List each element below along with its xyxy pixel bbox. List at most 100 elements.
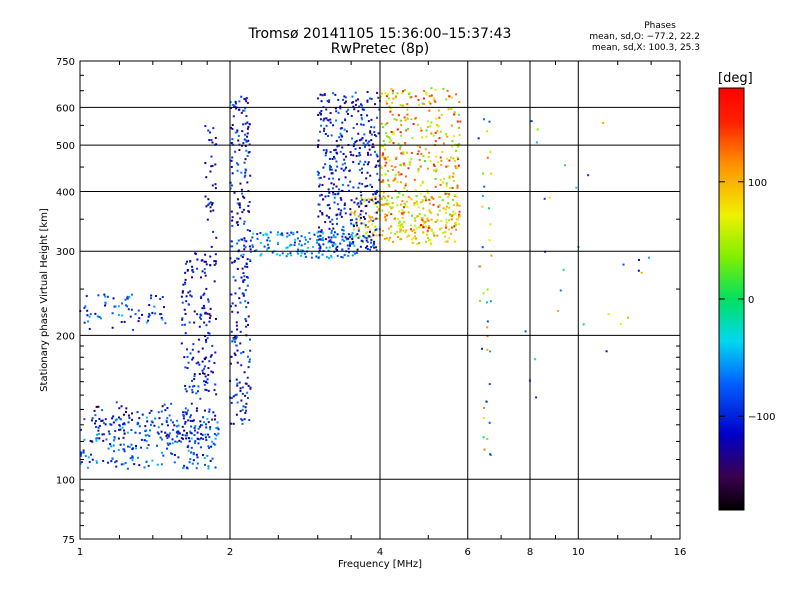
- data-point: [363, 199, 366, 202]
- data-point: [320, 229, 323, 232]
- data-point: [377, 96, 380, 99]
- data-point: [335, 247, 338, 250]
- data-point: [246, 127, 249, 130]
- data-point: [445, 165, 448, 168]
- data-point: [333, 157, 336, 160]
- data-point: [330, 254, 333, 257]
- data-point: [488, 207, 491, 210]
- data-point: [209, 131, 212, 134]
- data-point: [237, 198, 240, 201]
- data-point: [317, 235, 320, 238]
- data-point: [185, 262, 188, 265]
- data-point: [160, 463, 163, 466]
- data-point: [115, 401, 118, 404]
- data-point: [127, 445, 130, 448]
- data-point: [381, 92, 384, 95]
- data-point: [421, 102, 424, 105]
- data-point: [206, 218, 209, 221]
- data-point: [238, 297, 241, 300]
- data-point: [247, 301, 250, 304]
- data-point: [214, 183, 217, 186]
- data-point: [244, 246, 247, 249]
- x-tick-label: 4: [377, 547, 383, 558]
- data-point: [306, 246, 309, 249]
- data-point: [143, 466, 146, 469]
- data-point: [319, 245, 322, 248]
- data-point: [208, 410, 211, 413]
- data-point: [247, 366, 250, 369]
- data-point: [371, 143, 374, 146]
- data-point: [442, 231, 445, 234]
- data-point: [203, 307, 206, 310]
- data-point: [231, 172, 234, 175]
- data-point: [334, 193, 337, 196]
- data-point: [400, 173, 403, 176]
- data-point: [640, 271, 643, 274]
- data-point: [394, 217, 397, 220]
- data-point: [281, 252, 284, 255]
- data-point: [143, 439, 146, 442]
- data-point: [430, 243, 433, 246]
- data-point: [96, 433, 99, 436]
- data-point: [192, 453, 195, 456]
- data-point: [363, 133, 366, 136]
- data-point: [370, 238, 373, 241]
- data-point: [138, 317, 141, 320]
- data-point: [482, 436, 485, 439]
- data-point: [348, 189, 351, 192]
- data-point: [297, 248, 300, 251]
- data-point: [563, 164, 566, 167]
- data-point: [386, 214, 389, 217]
- data-point: [385, 237, 388, 240]
- data-point: [363, 200, 366, 203]
- data-point: [321, 213, 324, 216]
- data-point: [417, 170, 420, 173]
- data-point: [316, 231, 319, 234]
- data-point: [130, 308, 133, 311]
- data-point: [370, 118, 373, 121]
- data-point: [216, 426, 219, 429]
- data-point: [181, 323, 184, 326]
- data-point: [246, 265, 249, 268]
- data-point: [203, 260, 206, 263]
- data-point: [319, 130, 322, 133]
- data-point: [373, 126, 376, 129]
- data-point: [375, 201, 378, 204]
- data-point: [137, 309, 140, 312]
- data-point: [395, 158, 398, 161]
- data-point: [319, 230, 322, 233]
- data-point: [361, 210, 364, 213]
- data-point: [259, 241, 262, 244]
- data-point: [369, 183, 372, 186]
- data-point: [358, 154, 361, 157]
- data-point: [145, 440, 148, 443]
- data-point: [111, 417, 114, 420]
- data-point: [359, 200, 362, 203]
- data-point: [183, 308, 186, 311]
- data-point: [339, 132, 342, 135]
- data-point: [150, 420, 153, 423]
- data-point: [425, 91, 428, 94]
- data-point: [203, 409, 206, 412]
- data-point: [276, 253, 279, 256]
- data-point: [370, 126, 373, 129]
- data-point: [236, 328, 239, 331]
- data-point: [232, 337, 235, 340]
- data-point: [322, 129, 325, 132]
- data-point: [378, 178, 381, 181]
- data-point: [204, 433, 207, 436]
- x-tick-label: 10: [572, 547, 585, 558]
- data-point: [535, 141, 538, 144]
- data-point: [364, 226, 367, 229]
- data-point: [286, 246, 289, 249]
- data-point: [349, 151, 352, 154]
- data-point: [234, 292, 237, 295]
- data-point: [341, 238, 344, 241]
- data-point: [481, 246, 484, 249]
- data-point: [204, 388, 207, 391]
- data-point: [415, 237, 418, 240]
- data-point: [345, 237, 348, 240]
- data-point: [376, 91, 379, 94]
- data-point: [192, 356, 195, 359]
- data-point: [391, 101, 394, 104]
